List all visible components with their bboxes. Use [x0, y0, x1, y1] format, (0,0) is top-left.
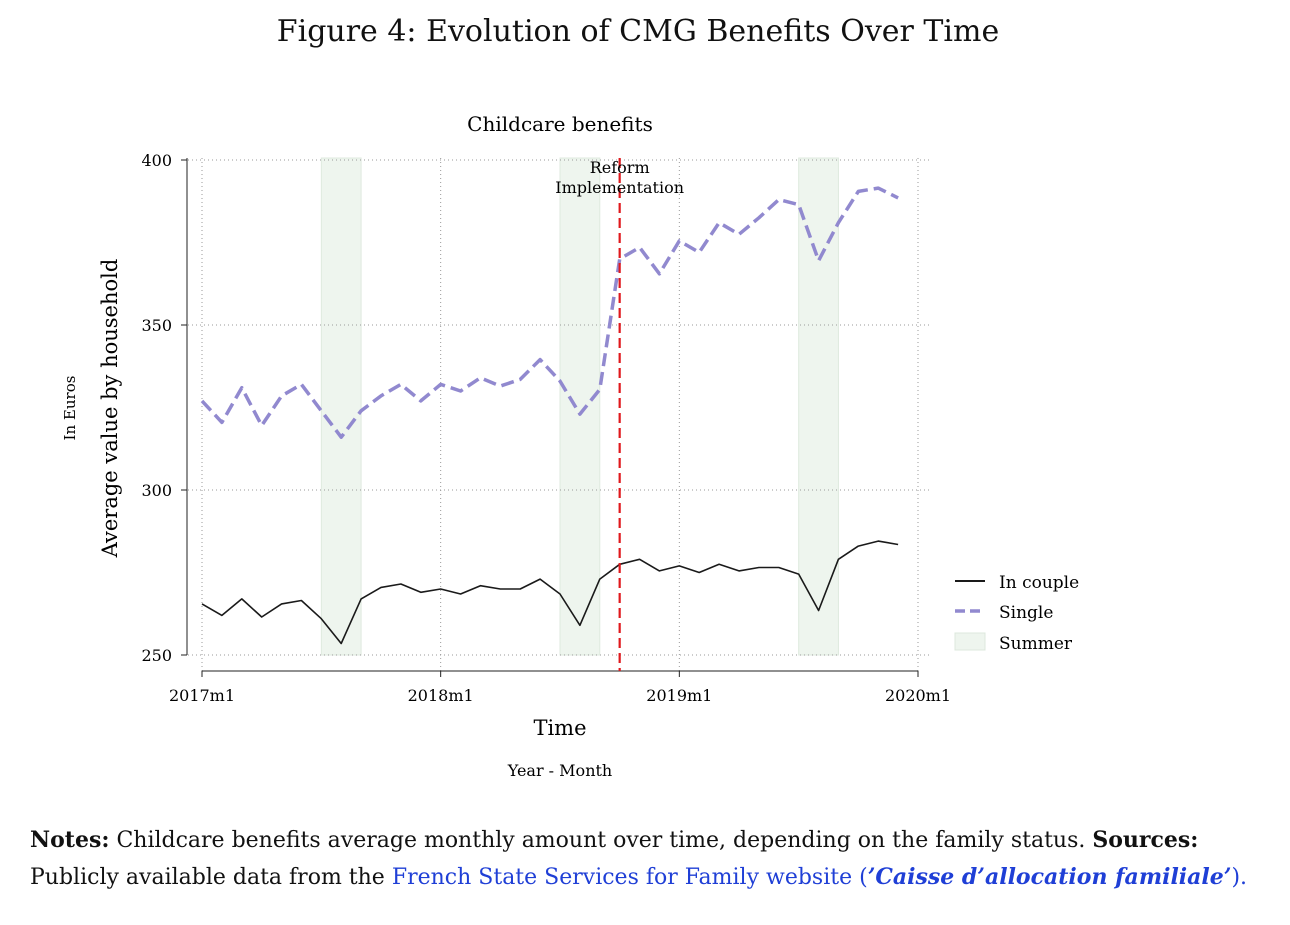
y-tick-label-350: 350 [141, 316, 172, 335]
legend-label-single: Single [999, 603, 1053, 623]
chart-title: Childcare benefits [467, 112, 653, 136]
notes-text-2: Publicly available data from the [30, 865, 392, 890]
reform-label-line1: Reform [590, 158, 650, 177]
summer-band-3 [798, 157, 839, 656]
source-close: ). [1231, 865, 1248, 890]
legend-label-in-couple: In couple [999, 573, 1079, 593]
x-tick-label-2019m1: 2019m1 [646, 686, 712, 705]
y-axis-sublabel: In Euros [61, 376, 79, 441]
legend: In couple Single Summer [954, 573, 1079, 654]
summer-band-2 [559, 157, 601, 656]
chart: 250 300 350 400 2017m1 2018m1 2019m1 2020m1 Ref… [61, 112, 1079, 780]
source-link[interactable]: French State Services for Family website [391, 865, 853, 890]
x-tick-label-2020m1: 2020m1 [885, 686, 951, 705]
reform-label-line2: Implementation [555, 178, 684, 197]
figure-title: Figure 4: Evolution of CMG Benefits Over… [276, 14, 1000, 49]
x-tick-label-2018m1: 2018m1 [408, 686, 474, 705]
notes-text-1: Childcare benefits average monthly amoun… [109, 828, 1093, 853]
legend-swatch-summer [954, 632, 986, 651]
y-tick-label-300: 300 [141, 481, 172, 500]
summer-band-1 [320, 157, 362, 656]
axes: 250 300 350 400 2017m1 2018m1 2019m1 2020m1 [141, 151, 951, 705]
notes-label: Notes: [30, 827, 110, 853]
sources-label: Sources: [1092, 827, 1199, 853]
y-tick-label-400: 400 [141, 151, 172, 170]
y-tick-label-250: 250 [141, 646, 172, 665]
series [200, 186, 899, 645]
series-line-in-couple [201, 540, 899, 645]
x-axis-label: Time [533, 716, 586, 740]
legend-label-summer: Summer [999, 634, 1073, 654]
source-link-italic[interactable]: ’Caisse d’allocation familiale’ [867, 864, 1232, 890]
x-axis-sublabel: Year - Month [507, 761, 612, 780]
y-axis-label: Average value by household [98, 259, 122, 559]
series-line-single [200, 186, 899, 439]
grid [188, 158, 932, 671]
figure-notes: Notes: Childcare benefits average monthl… [30, 822, 1260, 896]
source-open-paren: ( [852, 865, 868, 890]
x-tick-label-2017m1: 2017m1 [169, 686, 235, 705]
summer-bands [320, 157, 839, 656]
